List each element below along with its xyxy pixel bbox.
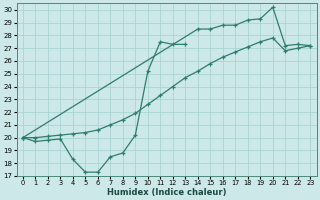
- X-axis label: Humidex (Indice chaleur): Humidex (Indice chaleur): [107, 188, 226, 197]
